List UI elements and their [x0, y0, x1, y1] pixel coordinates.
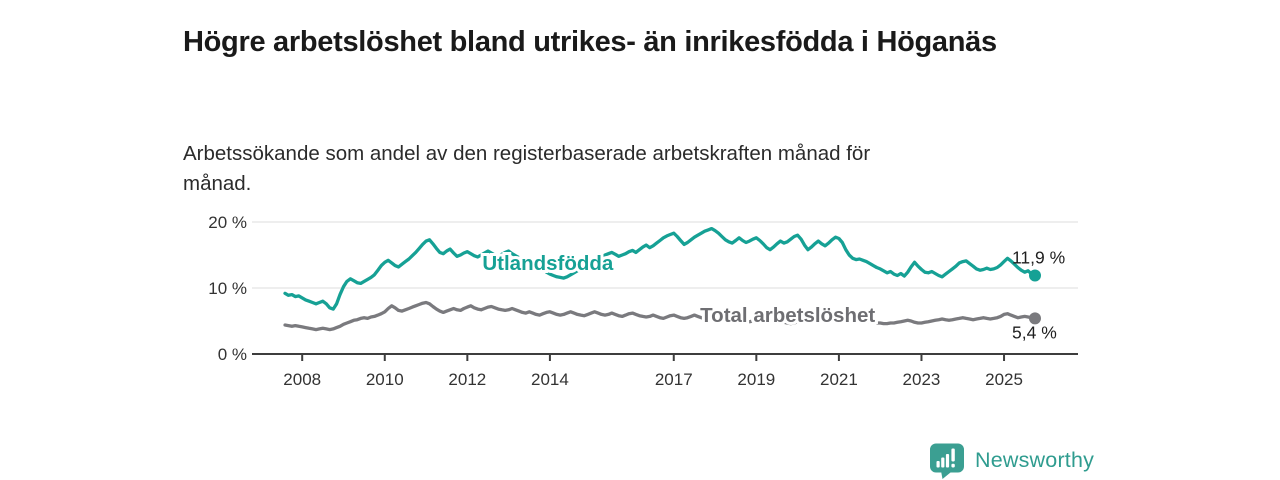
y-tick-label: 20 %: [208, 213, 247, 232]
x-tick-label: 2010: [366, 370, 404, 389]
x-tick-label: 2012: [448, 370, 486, 389]
series-end-dot: [1029, 312, 1041, 325]
y-tick-label: 10 %: [208, 279, 247, 298]
brand-name: Newsworthy: [975, 448, 1095, 472]
x-tick-label: 2023: [903, 370, 941, 389]
x-tick-label: 2017: [655, 370, 693, 389]
x-tick-label: 2021: [820, 370, 858, 389]
x-tick-label: 2014: [531, 370, 569, 389]
series-end-dot: [1029, 269, 1041, 282]
newsworthy-logo: Newsworthy: [928, 442, 1094, 479]
bar-chart-speech-bubble-icon: [930, 443, 964, 479]
line-chart: 2008 2010 2012 2014 2017 2019 2021 2023 2025 0 % 1…: [208, 213, 1078, 389]
page-title: Högre arbetslöshet bland utrikes- än inr…: [183, 26, 997, 59]
x-tick-label: 2019: [737, 370, 775, 389]
series-label: Total arbetslöshet: [700, 304, 875, 327]
x-tick-label: 2008: [283, 370, 321, 389]
page-subtitle: Arbetssökande som andel av den registerb…: [183, 141, 871, 195]
line-chart-svg: 2008 2010 2012 2014 2017 2019 2021 2023 2025 0 % 1…: [208, 213, 1078, 389]
series-line-total-arbetsl-shet: [283, 300, 1037, 332]
series-line-utlandsf-dda: [283, 226, 1037, 311]
series-label: Utlandsfödda: [482, 252, 614, 275]
series-end-value: 11,9 %: [1012, 247, 1065, 267]
x-tick-label: 2025: [985, 370, 1023, 389]
series-end-value: 5,4 %: [1012, 322, 1057, 342]
y-tick-label: 0 %: [218, 345, 247, 364]
